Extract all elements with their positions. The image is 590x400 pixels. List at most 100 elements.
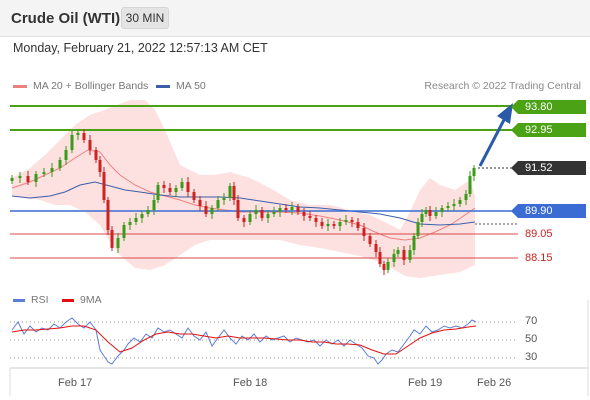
rsi-line xyxy=(11,317,477,365)
candle-body xyxy=(332,224,336,226)
candle-body xyxy=(58,160,62,168)
candle-body xyxy=(374,244,378,252)
candle-body xyxy=(408,250,412,260)
resistance-2-tag: 93.80 xyxy=(511,100,586,114)
rsi-9ma-line xyxy=(11,325,477,355)
candle-body xyxy=(174,188,178,192)
candle-body xyxy=(382,264,386,270)
pivot-tag: 89.90 xyxy=(511,204,586,218)
candle-body xyxy=(106,200,110,230)
candle-body xyxy=(10,178,14,181)
ma20-line xyxy=(11,149,476,241)
candle-body xyxy=(424,210,428,214)
candle-body xyxy=(146,210,150,214)
candle-body xyxy=(156,185,160,200)
candle-body xyxy=(320,222,324,226)
candle-body xyxy=(222,198,226,200)
candle-body xyxy=(192,192,196,200)
candle-body xyxy=(386,262,390,270)
candle-body xyxy=(236,200,240,218)
candle-body xyxy=(26,176,30,182)
9ma-label: 9MA xyxy=(80,294,102,306)
candle-body xyxy=(186,182,190,192)
candle-body xyxy=(308,216,312,218)
9ma-swatch xyxy=(62,298,74,302)
copyright-text: Research © 2022 Trading Central xyxy=(424,80,581,92)
ma50-swatch xyxy=(156,84,170,88)
date-tick-feb18: Feb 18 xyxy=(233,377,268,389)
date-tick-feb26: Feb 26 xyxy=(477,377,512,389)
candle-body xyxy=(168,188,172,192)
candle-body xyxy=(70,135,74,150)
last-price-tag: 91.52 xyxy=(511,161,586,175)
candle-body xyxy=(82,133,86,140)
candle-body xyxy=(140,214,144,218)
candle-body xyxy=(278,208,282,212)
candle-body xyxy=(266,214,270,218)
candle-body xyxy=(378,252,382,264)
candle-body xyxy=(412,236,416,250)
candle-body xyxy=(338,222,342,226)
candle-body xyxy=(458,200,462,204)
candle-body xyxy=(152,200,156,210)
candle-body xyxy=(228,186,232,198)
candle-body xyxy=(18,176,22,178)
candle-body xyxy=(102,172,106,200)
candle-body xyxy=(272,212,276,214)
candle-body xyxy=(216,200,220,208)
chart-header: Crude Oil (WTI) 30 MIN xyxy=(0,0,590,37)
timeframe-button[interactable]: 30 MIN xyxy=(121,7,169,29)
legend-ma50: MA 50 xyxy=(156,80,206,92)
candle-body xyxy=(356,222,360,228)
candle-body xyxy=(402,250,406,260)
candle-body xyxy=(344,220,348,222)
candle-body xyxy=(248,214,252,222)
candle-body xyxy=(110,230,114,248)
candle-body xyxy=(134,218,138,222)
date-tick-feb17: Feb 17 xyxy=(58,377,93,389)
rsi-tick-30: 30 xyxy=(525,351,538,363)
instrument-title: Crude Oil (WTI) xyxy=(11,10,121,27)
candle-body xyxy=(260,210,264,218)
candle-body xyxy=(440,208,444,212)
ma20-label: MA 20 + Bollinger Bands xyxy=(33,80,149,92)
candle-body xyxy=(368,236,372,244)
projection-arrowhead xyxy=(497,103,513,124)
candle-body xyxy=(210,208,214,214)
candle-body xyxy=(94,150,98,160)
candle-body xyxy=(98,160,102,172)
candles-group xyxy=(10,129,476,275)
candle-body xyxy=(396,250,400,254)
legend-9ma: 9MA xyxy=(62,294,102,306)
candle-body xyxy=(254,210,258,214)
projection-arrow-shaft xyxy=(478,115,508,167)
candle-body xyxy=(34,174,38,182)
candle-body xyxy=(472,168,476,176)
candle-body xyxy=(242,218,246,222)
candle-body xyxy=(302,212,306,216)
candle-body xyxy=(350,220,354,222)
support-1-tag: 89.05 xyxy=(525,228,553,240)
bollinger-band xyxy=(12,100,475,278)
candle-body xyxy=(314,218,318,222)
date-tick-feb19: Feb 19 xyxy=(408,377,443,389)
candle-body xyxy=(50,168,54,172)
candle-body xyxy=(428,210,432,216)
candle-body xyxy=(362,228,366,236)
candle-body xyxy=(416,222,420,236)
support-2-tag: 88.15 xyxy=(525,252,553,264)
candle-body xyxy=(464,194,468,200)
candle-body xyxy=(204,206,208,214)
rsi-tick-70: 70 xyxy=(525,315,538,327)
candle-body xyxy=(468,176,472,194)
candle-body xyxy=(290,207,294,210)
candle-body xyxy=(232,186,236,200)
candle-body xyxy=(88,140,92,150)
candle-body xyxy=(446,206,450,208)
candle-body xyxy=(434,212,438,216)
ma20-swatch xyxy=(13,84,27,88)
ma50-label: MA 50 xyxy=(176,80,206,92)
candle-body xyxy=(76,133,80,135)
timestamp: Monday, February 21, 2022 12:57:13 AM CE… xyxy=(13,41,268,55)
rsi-tick-50: 50 xyxy=(525,333,538,345)
